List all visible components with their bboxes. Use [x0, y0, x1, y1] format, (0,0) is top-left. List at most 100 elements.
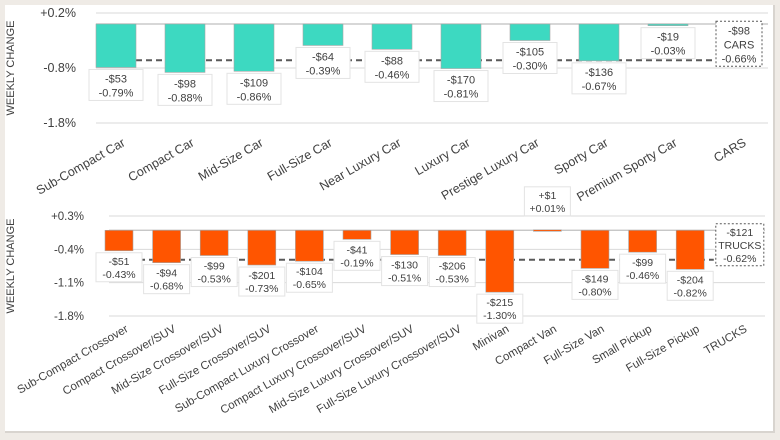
- data-label-percent: -0.53%: [198, 274, 231, 286]
- data-label-dollar: -$53: [105, 73, 127, 85]
- data-label-dollar: -$215: [486, 297, 513, 309]
- x-tick-label: Mid-Size Car: [196, 135, 266, 183]
- data-label-dollar: -$201: [248, 270, 275, 282]
- data-label-box: [523, 186, 571, 217]
- data-label-dollar: -$170: [447, 75, 475, 87]
- data-label-percent: -0.39%: [306, 65, 341, 77]
- data-label-percent: -0.86%: [237, 91, 272, 103]
- y-tick-label: +0.3%: [51, 211, 84, 223]
- data-label-box: [666, 270, 714, 301]
- bar: [199, 229, 229, 256]
- data-label-box: [333, 240, 381, 271]
- bar: [104, 229, 134, 252]
- segment-average-label: CARS: [724, 39, 755, 51]
- data-label-box: [619, 253, 667, 284]
- bar: [295, 229, 324, 262]
- x-tick-label: Luxury Car: [413, 135, 473, 178]
- x-tick-label: CARS: [711, 135, 748, 164]
- data-label-percent: -0.79%: [99, 87, 134, 99]
- y-axis-title: WEEKLY CHANGE: [5, 21, 17, 116]
- y-tick-label: -1.8%: [54, 311, 84, 323]
- data-label-dollar: -$204: [677, 274, 704, 286]
- data-label-percent: -0.19%: [340, 257, 373, 269]
- x-tick-label: Minivan: [471, 323, 511, 353]
- data-label-box: [571, 269, 619, 300]
- x-tick-label: TRUCKS: [702, 323, 749, 357]
- data-label-percent: -0.53%: [436, 274, 469, 286]
- bar: [247, 229, 277, 266]
- x-tick-label: Sub-Compact Car: [34, 135, 128, 197]
- data-label-box: [364, 50, 420, 83]
- data-label-dollar: -$94: [156, 268, 177, 280]
- data-label-dollar: +$1: [538, 190, 556, 202]
- data-label-percent: -0.46%: [375, 69, 410, 81]
- bar: [95, 23, 137, 68]
- bar: [578, 23, 620, 62]
- cars-chart: +0.2% -0.8% -1.8% WEEKLY CHANGE -$53 -0.79% Su…: [5, 6, 768, 204]
- data-label-box: [95, 252, 143, 283]
- data-label-percent: -0.88%: [168, 92, 203, 104]
- x-tick-label: Compact Car: [126, 135, 197, 184]
- data-label-dollar: -$206: [439, 261, 466, 273]
- bar: [302, 23, 344, 46]
- data-label-dollar: -$19: [657, 32, 679, 44]
- bar: [152, 229, 181, 263]
- y-tick-label: -0.4%: [54, 244, 84, 256]
- data-label-dollar: -$130: [391, 260, 418, 272]
- bar: [580, 229, 610, 269]
- data-label-box: [502, 42, 558, 74]
- bar: [390, 229, 419, 255]
- bar: [628, 229, 657, 253]
- data-label-percent: -0.65%: [293, 279, 326, 291]
- data-label-dollar: -$64: [312, 51, 334, 63]
- data-label-box: [238, 266, 286, 297]
- data-label-percent: -1.30%: [483, 310, 516, 322]
- data-label-percent: -0.43%: [102, 269, 135, 281]
- bar: [509, 23, 551, 41]
- data-label-percent: -0.03%: [651, 46, 686, 58]
- segment-average-percent: -0.62%: [723, 253, 756, 265]
- data-label-percent: -0.67%: [582, 81, 617, 93]
- bar: [164, 23, 206, 73]
- data-label-percent: -0.81%: [444, 89, 479, 101]
- data-label-percent: -0.73%: [245, 283, 278, 295]
- data-label-percent: -0.82%: [674, 287, 707, 299]
- data-label-box: [88, 68, 144, 101]
- bar: [342, 229, 372, 240]
- data-label-box: [640, 27, 696, 60]
- bar: [371, 23, 413, 50]
- data-label-percent: -0.30%: [513, 61, 548, 73]
- data-label-box: [285, 262, 333, 293]
- data-label-box: [571, 62, 627, 95]
- segment-average-box: [715, 20, 763, 67]
- data-label-box: [295, 46, 351, 79]
- segment-average-dollar: -$98: [728, 25, 750, 37]
- y-tick-label: +0.2%: [40, 6, 76, 20]
- data-label-dollar: -$104: [296, 266, 323, 278]
- data-label-dollar: -$136: [585, 67, 613, 79]
- data-label-dollar: -$105: [516, 47, 544, 59]
- data-label-percent: -0.51%: [388, 273, 421, 285]
- data-label-box: [157, 73, 213, 106]
- data-label-box: [190, 257, 238, 288]
- bar: [647, 23, 689, 26]
- data-label-dollar: -$149: [582, 273, 609, 285]
- data-label-dollar: -$41: [346, 244, 367, 256]
- data-label-dollar: -$99: [632, 257, 653, 269]
- data-label-box: [428, 257, 476, 288]
- bar: [533, 229, 562, 232]
- data-label-dollar: -$51: [108, 256, 129, 268]
- y-tick-label: -1.8%: [43, 116, 76, 130]
- data-label-box: [381, 256, 429, 287]
- y-tick-label: -0.8%: [43, 61, 76, 75]
- y-tick-label: -1.1%: [54, 278, 84, 290]
- data-label-box: [433, 70, 489, 103]
- data-label-dollar: -$109: [240, 77, 268, 89]
- trucks-chart: +0.3%-0.4%-1.1%-1.8%WEEKLY CHANGE -$51-0.…: [5, 186, 765, 417]
- x-tick-label: Sporty Car: [552, 135, 611, 177]
- bar: [485, 229, 515, 293]
- data-label-percent: +0.01%: [529, 203, 565, 215]
- data-label-dollar: -$98: [174, 78, 196, 90]
- data-label-percent: -0.80%: [578, 286, 611, 298]
